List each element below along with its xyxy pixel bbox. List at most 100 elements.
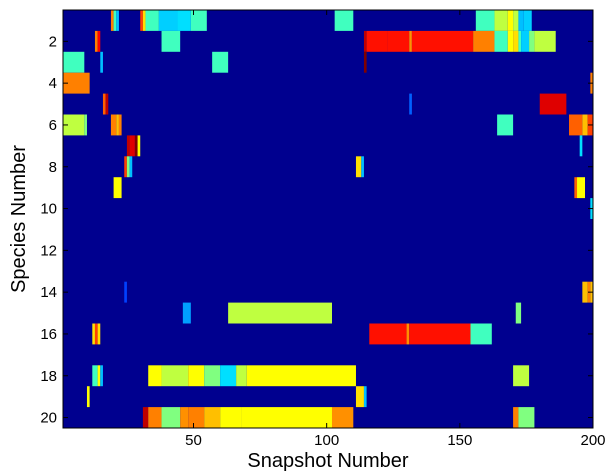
y-tick-label: 8: [49, 159, 57, 176]
heatmap-cell: [105, 93, 109, 115]
heatmap-cell: [102, 93, 106, 115]
heatmap-cell: [142, 407, 149, 428]
heatmap-cell: [366, 30, 388, 52]
heatmap-cell: [331, 407, 354, 428]
heatmap-cell: [494, 30, 508, 52]
heatmap-cell: [100, 365, 103, 387]
heatmap-cell: [97, 365, 101, 387]
heatmap-cell: [534, 30, 556, 52]
heatmap-cell: [142, 10, 146, 31]
heatmap-cell: [110, 114, 117, 136]
heatmap-cell: [574, 177, 578, 199]
heatmap-cell: [116, 10, 119, 31]
heatmap-cell: [334, 10, 354, 31]
plot-frame: [62, 9, 594, 429]
heatmap-cell: [116, 114, 119, 136]
y-tick-label: 4: [49, 75, 57, 92]
y-tick-label: 20: [40, 410, 57, 427]
heatmap-cell: [473, 30, 495, 52]
heatmap-cell: [361, 156, 364, 178]
heatmap-cell: [515, 302, 522, 324]
heatmap-cell: [241, 407, 332, 428]
heatmap-cell: [513, 365, 530, 387]
heatmap-cell: [100, 51, 103, 73]
y-tick-label: 18: [40, 368, 57, 385]
heatmap-cell: [539, 93, 567, 115]
heatmap-cell: [582, 114, 588, 136]
heatmap-cell: [355, 156, 362, 178]
heatmap-cell: [409, 323, 471, 345]
heatmap-cell: [113, 10, 117, 31]
heatmap-cell: [529, 30, 535, 52]
y-tick-label: 2: [49, 33, 57, 50]
heatmap-cell: [63, 51, 85, 73]
heatmap-cell: [204, 365, 221, 387]
heatmap-cell: [97, 323, 101, 345]
heatmap-cell: [204, 407, 221, 428]
heatmap-cell: [246, 365, 356, 387]
x-tick-label: 100: [314, 432, 339, 449]
heatmap-cell: [145, 10, 159, 31]
heatmap-cell: [523, 10, 532, 31]
heatmap-cell: [161, 407, 181, 428]
heatmap-cell: [579, 135, 583, 157]
heatmap-cell: [228, 302, 332, 324]
heatmap-cell: [507, 10, 514, 31]
heatmap-cell: [470, 323, 492, 345]
heatmap-cell: [124, 156, 127, 178]
heatmap-cell: [409, 30, 412, 52]
heatmap-cell: [118, 114, 122, 136]
heatmap-cell: [158, 10, 178, 31]
heatmap-cell: [569, 114, 583, 136]
heatmap-cell: [212, 51, 229, 73]
y-tick-label: 16: [40, 326, 57, 343]
heatmap-cell: [182, 302, 191, 324]
x-tick-label: 200: [580, 432, 605, 449]
heatmap-cell: [84, 114, 87, 136]
heatmap-cell: [188, 407, 205, 428]
heatmap-cell: [518, 10, 524, 31]
y-axis-title: Species Number: [8, 145, 30, 293]
heatmap-cell: [406, 323, 410, 345]
heatmap-cell: [513, 407, 519, 428]
y-tick-label: 12: [40, 242, 57, 259]
heatmap-cell: [124, 281, 127, 303]
heatmap-cell: [363, 30, 367, 52]
heatmap-cell: [126, 156, 130, 178]
heatmap-cell: [94, 30, 98, 52]
heatmap-cell: [369, 323, 407, 345]
heatmap-cell: [148, 365, 162, 387]
heatmap-cell: [521, 30, 530, 52]
heatmap-cell: [110, 10, 114, 31]
x-axis-ticks: 50 100 150 200: [185, 10, 606, 449]
heatmap-cell: [355, 386, 364, 408]
heatmap-cell: [411, 30, 474, 52]
heatmap-cell: [236, 365, 247, 387]
heatmap-cell: [129, 156, 133, 178]
heatmap-cell: [161, 365, 189, 387]
heatmap-cell: [113, 177, 122, 199]
x-tick-label: 50: [185, 432, 202, 449]
heatmap-cell: [475, 10, 495, 31]
heatmap-cell: [94, 323, 98, 345]
heatmap-cell: [513, 30, 519, 52]
heatmap-cell: [577, 177, 586, 199]
heatmap-cell: [134, 135, 138, 157]
heatmap-cell: [363, 51, 367, 73]
heatmap-cell: [513, 10, 519, 31]
heatmap-cell: [190, 10, 207, 31]
heatmap-cell: [63, 72, 90, 94]
heatmap-cell: [363, 386, 367, 408]
y-tick-label: 6: [49, 117, 57, 134]
y-axis-ticks: 2 4 6 8 10 12 14 16 18 20: [40, 33, 593, 427]
heatmap-cell: [161, 30, 181, 52]
heatmap-cell: [494, 10, 508, 31]
heatmap-cell: [180, 407, 189, 428]
heatmap-cell: [518, 407, 535, 428]
heatmap-cell: [177, 10, 191, 31]
plot-background: [63, 10, 593, 428]
heatmap-cell: [507, 30, 514, 52]
heatmap-cells: [63, 10, 593, 428]
heatmap-cell: [126, 135, 130, 157]
